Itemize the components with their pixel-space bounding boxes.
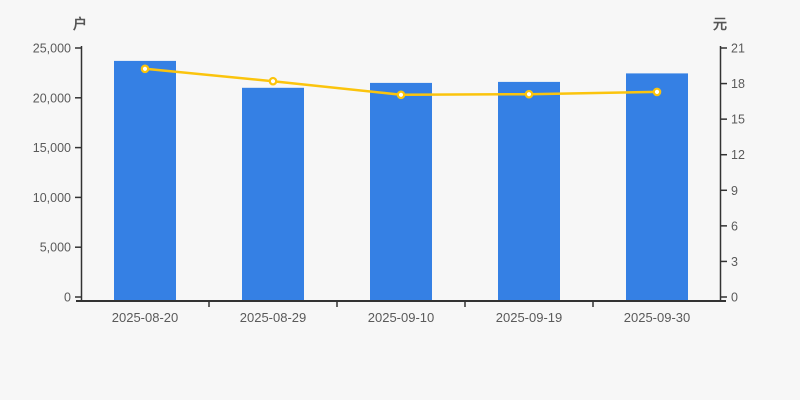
price-point-marker xyxy=(268,76,278,86)
holder-count-bar xyxy=(114,60,176,302)
right-axis-tick-label: 12 xyxy=(731,148,745,162)
price-point-marker xyxy=(396,90,406,100)
left-axis-tick-label: 25,000 xyxy=(33,42,71,56)
holder-count-bar xyxy=(370,82,432,302)
left-axis-tick-label: 10,000 xyxy=(33,191,71,205)
right-axis-unit-label: 元 xyxy=(713,16,727,32)
left-axis-tick-label: 15,000 xyxy=(33,141,71,155)
left-axis-tick-label: 20,000 xyxy=(33,91,71,105)
price-point-marker xyxy=(652,87,662,97)
holder-count-bar xyxy=(242,87,304,301)
left-axis-tick-label: 5,000 xyxy=(40,241,71,255)
x-axis-date-label: 2025-09-10 xyxy=(368,310,435,325)
left-axis-unit-label: 户 xyxy=(73,16,87,32)
right-axis-tick-label: 21 xyxy=(731,42,745,56)
x-axis-date-label: 2025-08-29 xyxy=(240,310,307,325)
right-axis-tick-label: 18 xyxy=(731,77,745,91)
right-axis-tick-label: 3 xyxy=(731,255,738,269)
right-axis-tick-label: 9 xyxy=(731,184,738,198)
right-axis-tick-label: 6 xyxy=(731,219,738,233)
x-axis-date-label: 2025-08-20 xyxy=(112,310,179,325)
right-axis-tick-label: 0 xyxy=(731,291,738,305)
price-point-marker xyxy=(524,89,534,99)
x-axis-date-label: 2025-09-19 xyxy=(496,310,563,325)
right-axis-tick-label: 15 xyxy=(731,113,745,127)
holder-count-bar xyxy=(626,73,688,302)
price-point-marker xyxy=(140,64,150,74)
x-axis-date-label: 2025-09-30 xyxy=(624,310,691,325)
holder-count-bar xyxy=(498,81,560,302)
left-axis-tick-label: 0 xyxy=(64,291,71,305)
